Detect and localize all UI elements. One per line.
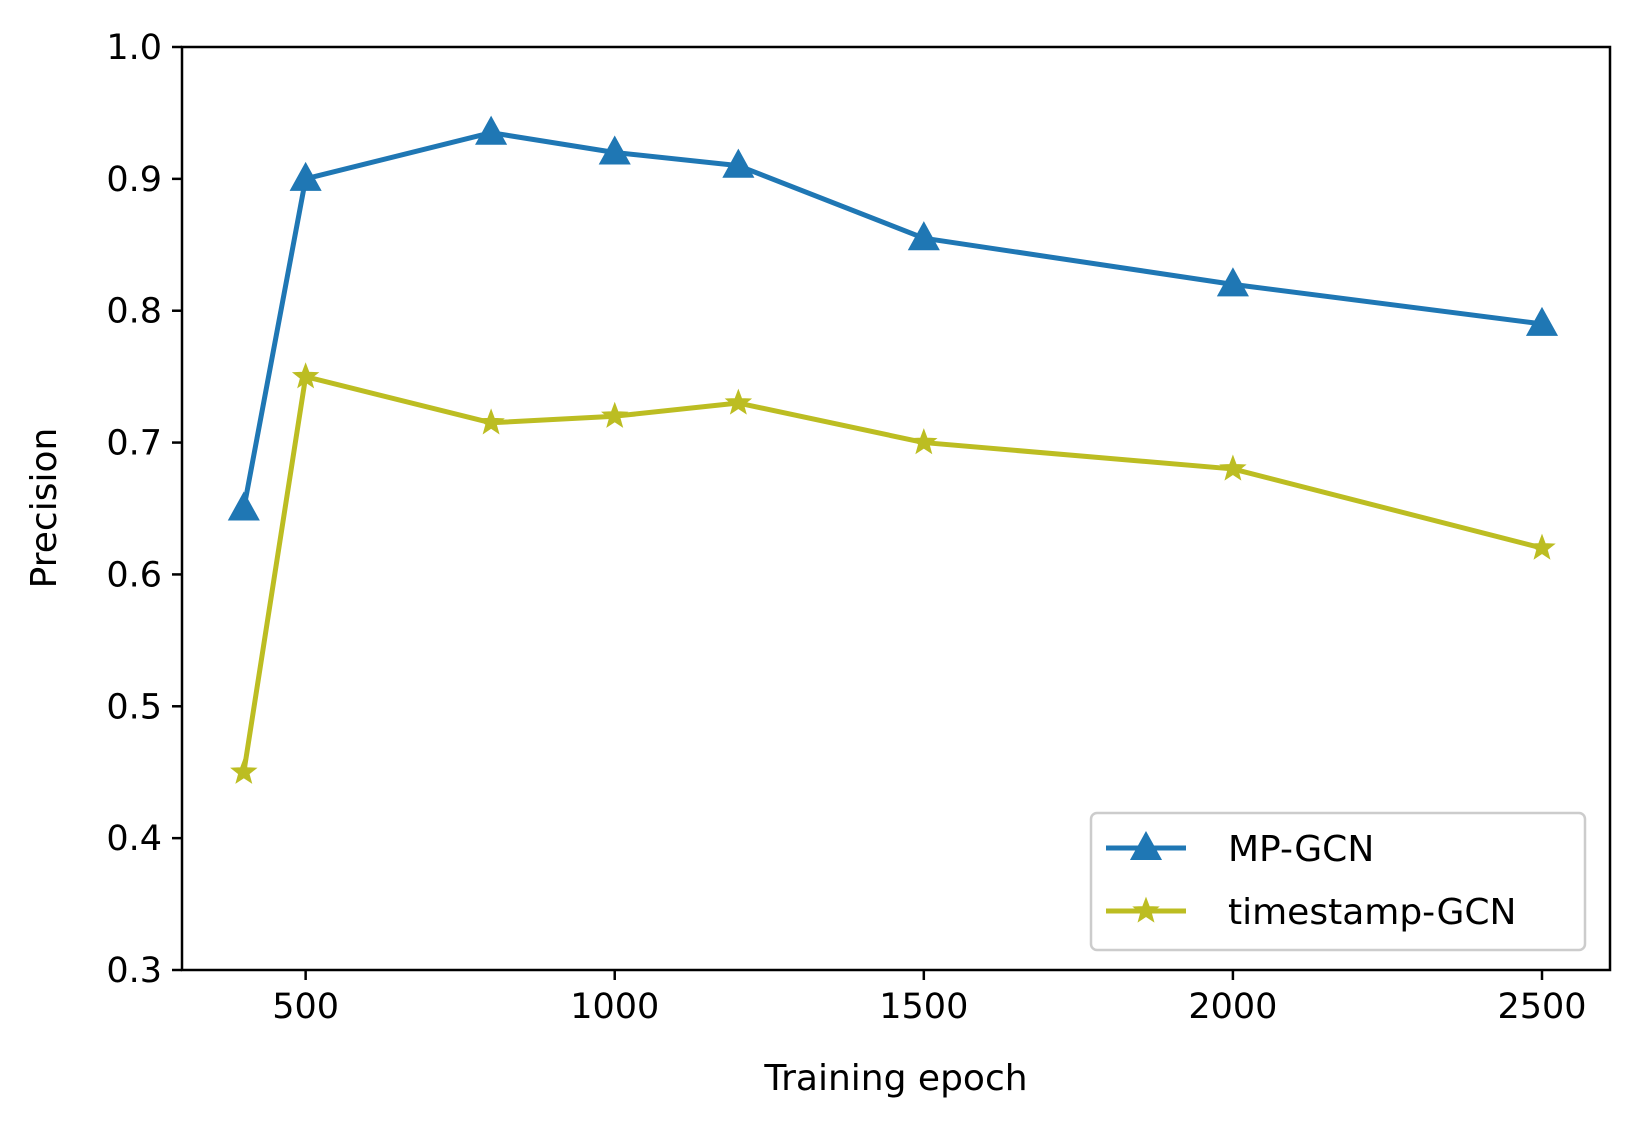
y-tick-label: 0.8 — [106, 292, 162, 332]
x-tick-label: 2500 — [1497, 987, 1586, 1027]
plot-area-frame — [180, 45, 1612, 972]
y-tick-label: 0.6 — [106, 555, 162, 595]
y-axis: 0.3 0.4 0.5 0.6 0.7 0.8 0.9 1.0 — [106, 28, 182, 991]
data-point — [1219, 454, 1247, 481]
data-point — [289, 161, 322, 191]
data-point — [1525, 306, 1559, 336]
y-tick-label: 1.0 — [106, 28, 162, 68]
x-axis-label: Training epoch — [763, 1058, 1027, 1099]
data-point — [907, 221, 940, 251]
series-mp-gcn — [227, 115, 1559, 521]
data-point — [1216, 267, 1249, 297]
x-tick-label: 1500 — [879, 987, 968, 1027]
data-point — [601, 401, 629, 428]
data-point — [477, 408, 505, 435]
y-tick-label: 0.3 — [106, 951, 162, 991]
legend-marker — [1129, 830, 1163, 861]
x-tick-label: 2000 — [1188, 987, 1277, 1027]
legend-item: MP-GCN — [1106, 829, 1374, 870]
legend-box — [1089, 811, 1587, 952]
series-timestamp-gcn — [230, 362, 1556, 784]
legend-marker — [1132, 896, 1160, 923]
legend-item: timestamp-GCN — [1106, 892, 1516, 933]
data-point — [227, 491, 260, 521]
data-point — [475, 115, 508, 145]
data-point — [722, 148, 755, 178]
y-axis-label: Precision — [24, 428, 65, 589]
data-point — [598, 135, 631, 165]
data-point — [910, 428, 938, 455]
data-point — [724, 388, 753, 415]
x-axis: 500 1000 1500 2000 2500 — [272, 970, 1587, 1027]
legend-label: MP-GCN — [1228, 829, 1374, 870]
series-line — [241, 130, 1543, 509]
y-tick-label: 0.7 — [106, 424, 162, 464]
x-tick-label: 1000 — [570, 987, 659, 1027]
data-point — [291, 362, 320, 389]
y-tick-label: 0.9 — [106, 160, 162, 200]
x-tick-label: 500 — [272, 987, 339, 1027]
y-tick-label: 0.4 — [106, 819, 162, 859]
y-tick-label: 0.5 — [106, 687, 162, 727]
legend: MP-GCN timestamp-GCN — [1089, 811, 1587, 952]
legend-label: timestamp-GCN — [1228, 892, 1516, 933]
data-point — [1528, 533, 1556, 560]
series-layer — [227, 115, 1559, 784]
data-point — [230, 757, 258, 784]
series-line — [241, 374, 1543, 773]
